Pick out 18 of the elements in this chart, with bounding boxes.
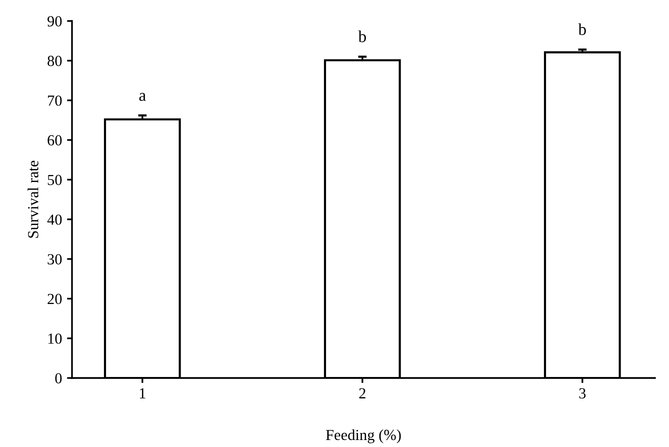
annotation: b	[358, 30, 366, 42]
x-tick-label: 3	[579, 388, 586, 398]
y-tick-label: 30	[48, 254, 62, 264]
annotation: b	[578, 23, 586, 36]
annotation: a	[139, 92, 146, 101]
x-tick-label: 1	[140, 388, 146, 398]
y-axis-title: Survival rate	[28, 160, 38, 238]
y-tick-label: 20	[48, 294, 62, 304]
x-tick-label: 2	[359, 388, 366, 398]
y-tick-label: 80	[48, 56, 62, 66]
y-tick-label: 40	[47, 214, 62, 225]
y-tick-label: 90	[47, 16, 62, 26]
y-tick-label: 60	[48, 135, 62, 146]
y-tick-label: 10	[48, 333, 62, 344]
x-axis-title: Feeding (%)	[326, 429, 401, 444]
y-tick-label: 0	[55, 373, 62, 384]
y-tick-label: 70	[48, 95, 62, 106]
y-tick-label: 50	[48, 174, 62, 186]
